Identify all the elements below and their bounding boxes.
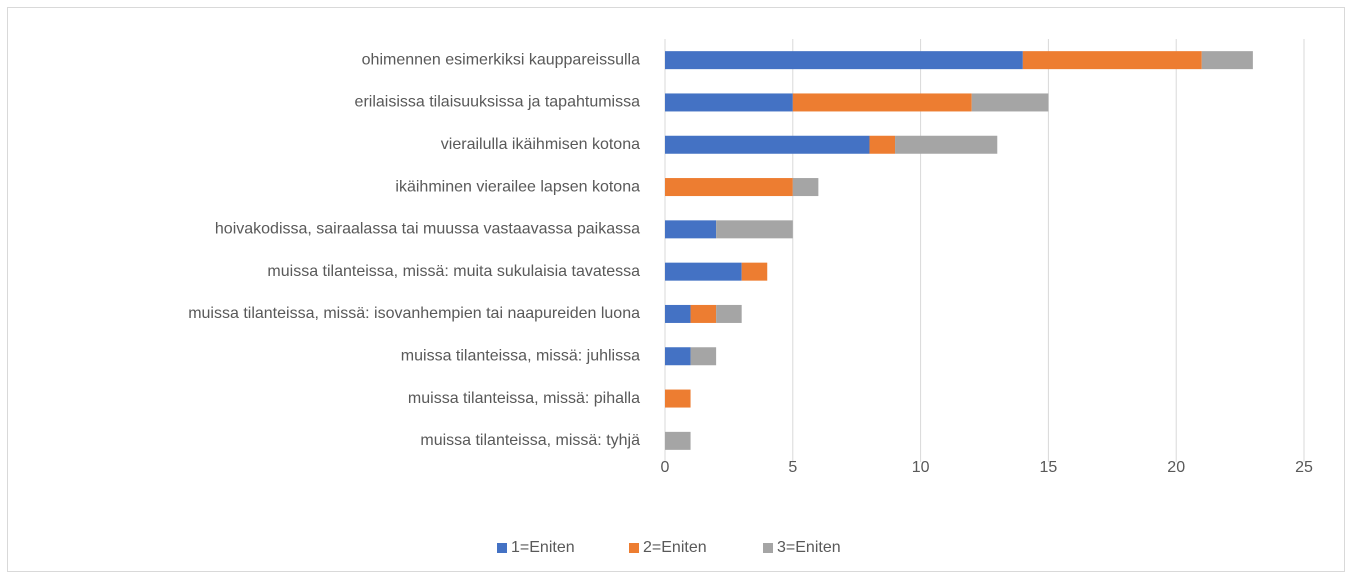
- x-tick-label: 5: [788, 459, 797, 476]
- bar-segment: [665, 178, 793, 197]
- x-tick-label: 20: [1167, 459, 1185, 476]
- y-tick-label: muissa tilanteissa, missä: pihalla: [408, 390, 640, 407]
- y-tick-label: muissa tilanteissa, missä: muita sukulai…: [267, 263, 640, 280]
- bar-segment: [665, 93, 793, 112]
- y-tick-label: vierailulla ikäihmisen kotona: [441, 136, 640, 153]
- bar-segment: [869, 135, 896, 154]
- legend-swatch: [497, 543, 507, 553]
- bar-segment: [895, 135, 998, 154]
- x-tick-label: 25: [1295, 459, 1313, 476]
- bar-segment: [971, 93, 1049, 112]
- bar-segment: [665, 304, 691, 323]
- bar-segment: [665, 347, 691, 366]
- y-tick-label: ikäihminen vierailee lapsen kotona: [395, 178, 640, 195]
- y-tick-label: hoivakodissa, sairaalassa tai muussa vas…: [215, 221, 640, 238]
- bar-segment: [665, 262, 742, 281]
- bar-segment: [665, 220, 717, 239]
- y-tick-label: erilaisissa tilaisuuksissa ja tapahtumis…: [355, 94, 641, 111]
- x-tick-label: 10: [912, 459, 930, 476]
- chart-frame: [7, 7, 1345, 572]
- bar-segment: [665, 389, 691, 408]
- bar-segment: [690, 347, 717, 366]
- y-tick-label: ohimennen esimerkiksi kauppareissulla: [362, 51, 640, 68]
- bar-segment: [716, 304, 742, 323]
- bar-segment: [665, 431, 691, 450]
- legend-swatch: [763, 543, 773, 553]
- y-tick-label: muissa tilanteissa, missä: isovanhempien…: [188, 305, 640, 322]
- bar-segment: [1201, 51, 1253, 70]
- bar-segment: [741, 262, 768, 281]
- x-tick-label: 0: [661, 459, 670, 476]
- bar-segment: [690, 304, 717, 323]
- bar-segment: [665, 135, 870, 154]
- legend-label: 1=Eniten: [511, 539, 575, 556]
- bar-segment: [665, 51, 1023, 70]
- y-tick-label: muissa tilanteissa, missä: juhlissa: [401, 347, 640, 364]
- x-tick-label: 15: [1040, 459, 1058, 476]
- y-tick-label: muissa tilanteissa, missä: tyhjä: [420, 432, 640, 449]
- legend-swatch: [629, 543, 639, 553]
- legend-label: 3=Eniten: [777, 539, 841, 556]
- bar-segment: [716, 220, 793, 239]
- bar-segment: [792, 93, 972, 112]
- bar-segment: [792, 178, 819, 197]
- bar-segment: [1022, 51, 1202, 70]
- legend-label: 2=Eniten: [643, 539, 707, 556]
